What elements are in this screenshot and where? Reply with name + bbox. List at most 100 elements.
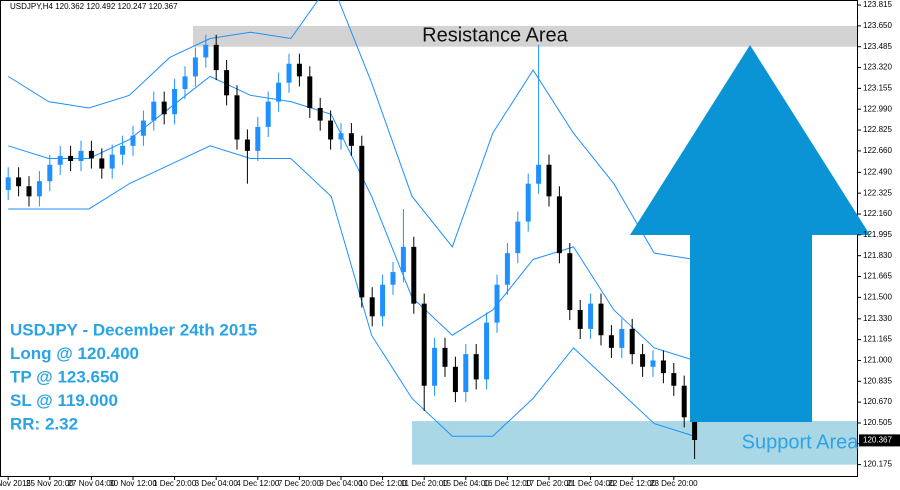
candle-body [348, 133, 354, 146]
candle-body [307, 76, 313, 108]
y-tick-label: 122.660 [863, 146, 892, 155]
candle-body [296, 63, 302, 77]
candle-body [473, 354, 479, 380]
info-line: RR: 2.32 [10, 414, 78, 433]
candle-body [234, 95, 240, 140]
info-line: SL @ 119.000 [10, 391, 118, 410]
support-zone [412, 421, 857, 465]
candle-body [265, 101, 271, 127]
y-tick-label: 121.665 [863, 272, 892, 281]
candle-body [203, 44, 209, 58]
info-line: TP @ 123.650 [10, 367, 119, 386]
candle-body [411, 246, 417, 304]
x-tick-label: 4 Dec 12:00 [236, 479, 280, 488]
candle-body [463, 354, 469, 393]
price-marker [859, 434, 900, 447]
candle-body [286, 63, 292, 83]
bollinger-lower [8, 145, 695, 437]
candle-body [567, 253, 573, 310]
y-tick-label: 123.320 [863, 63, 892, 72]
x-tick-label: 23 Dec 20:00 [650, 479, 698, 488]
candle-body [650, 360, 656, 367]
candle-body [317, 107, 323, 121]
candle-body [99, 158, 105, 169]
candle-body [57, 155, 63, 165]
candle-body [619, 328, 625, 348]
candle-body [328, 120, 334, 140]
x-tick-label: 25 Nov 20:00 [26, 479, 74, 488]
y-tick-label: 121.830 [863, 251, 892, 260]
y-tick-label: 123.485 [863, 42, 892, 51]
candle-body [660, 360, 666, 374]
y-tick-label: 122.325 [863, 188, 892, 197]
y-tick-label: 120.175 [863, 460, 892, 469]
up-arrow [630, 45, 870, 422]
y-tick-label: 122.160 [863, 209, 892, 218]
info-line: USDJPY - December 24th 2015 [10, 320, 257, 339]
y-tick-label: 121.500 [863, 292, 892, 301]
candle-body [629, 328, 635, 355]
candle-body [26, 186, 32, 197]
candle-body [442, 347, 448, 367]
x-tick-label: 7 Dec 20:00 [278, 479, 322, 488]
candle-body [577, 309, 583, 329]
y-tick-label: 120.670 [863, 397, 892, 406]
candle-body [68, 155, 74, 161]
candle-body [681, 385, 687, 418]
candle-body [484, 322, 490, 380]
resistance-zone [193, 25, 857, 47]
x-tick-label: 10 Dec 12:00 [359, 479, 407, 488]
x-tick-label: 27 Nov 04:00 [68, 479, 116, 488]
support-label: Support Area [742, 431, 860, 453]
x-tick-label: 16 Dec 12:00 [484, 479, 532, 488]
candle-body [608, 335, 614, 348]
candle-body [192, 57, 198, 77]
candle-body [400, 246, 406, 273]
x-tick-label: 21 Dec 04:00 [567, 479, 615, 488]
candle-body [130, 135, 136, 146]
candle-body [598, 303, 604, 336]
x-tick-label: 17 Dec 20:00 [525, 479, 573, 488]
candle-body [432, 347, 438, 386]
x-tick-label: 15 Dec 04:00 [442, 479, 490, 488]
candle-body [182, 76, 188, 90]
candle-body [692, 417, 698, 441]
x-tick-label: 3 Dec 04:00 [195, 479, 239, 488]
candle-body [109, 154, 115, 169]
candle-body [640, 354, 646, 367]
candle-body [556, 196, 562, 254]
candle-body [151, 101, 157, 121]
candle-body [5, 177, 11, 191]
x-tick-label: 1 Dec 20:00 [153, 479, 197, 488]
y-tick-label: 123.815 [863, 0, 892, 9]
x-tick-label: 11 Dec 20:00 [401, 479, 449, 488]
candle-body [16, 177, 22, 187]
candle-body [255, 126, 261, 151]
candle-body [494, 284, 500, 323]
y-tick-label: 121.000 [863, 356, 892, 365]
x-tick-label: 9 Dec 04:00 [319, 479, 363, 488]
candle-body [588, 303, 594, 329]
info-line: Long @ 120.400 [10, 344, 139, 363]
chart-header: USDJPY,H4 120.362 120.492 120.247 120.36… [10, 2, 178, 11]
y-tick-label: 121.995 [863, 230, 892, 239]
y-tick-label: 123.155 [863, 83, 892, 92]
candle-body [161, 101, 167, 115]
candle-body [369, 297, 375, 317]
y-tick-label: 122.990 [863, 104, 892, 113]
y-tick-label: 123.650 [863, 21, 892, 30]
candle-body [78, 150, 84, 161]
x-tick-label: 22 Dec 12:00 [608, 479, 656, 488]
candle-body [504, 253, 510, 285]
candle-body [452, 366, 458, 393]
resistance-label: Resistance Area [422, 24, 569, 46]
candle-body [671, 373, 677, 386]
x-tick-label: 24 Nov 2015 [0, 479, 31, 488]
bollinger-upper [7, 0, 695, 260]
candle-body [213, 44, 219, 71]
y-tick-label: 121.165 [863, 335, 892, 344]
candle-body [88, 150, 94, 159]
candle-body [421, 303, 427, 386]
candle-body [515, 221, 521, 254]
